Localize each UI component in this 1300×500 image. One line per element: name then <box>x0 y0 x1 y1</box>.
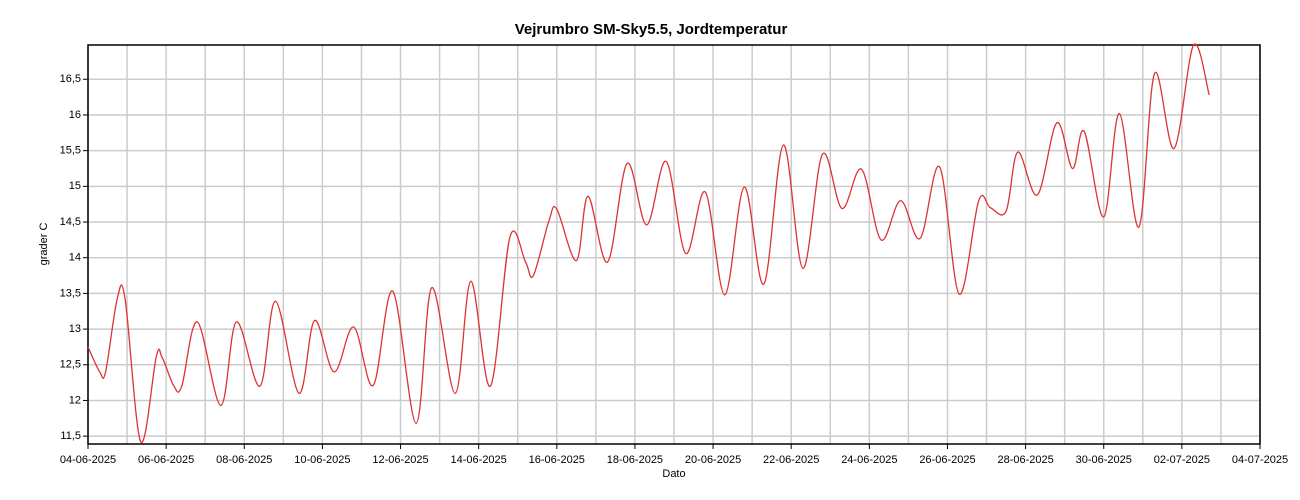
x-tick-label: 10-06-2025 <box>294 454 350 466</box>
y-tick-label: 12,5 <box>60 359 81 371</box>
plot-frame <box>87 44 1261 445</box>
x-tick-label: 04-06-2025 <box>60 454 116 466</box>
x-tick-label: 12-06-2025 <box>372 454 428 466</box>
x-tick-label: 06-06-2025 <box>138 454 194 466</box>
y-tick-label: 12 <box>69 394 81 406</box>
y-tick-label: 14 <box>69 252 81 264</box>
y-tick-label: 16,5 <box>60 73 81 85</box>
x-tick-label: 02-07-2025 <box>1154 454 1210 466</box>
x-tick-label: 24-06-2025 <box>841 454 897 466</box>
x-axis-label: Dato <box>662 468 685 480</box>
x-tick-label: 22-06-2025 <box>763 454 819 466</box>
x-tick-label: 08-06-2025 <box>216 454 272 466</box>
x-tick-label: 14-06-2025 <box>451 454 507 466</box>
y-tick-label: 15,5 <box>60 145 81 157</box>
data-line <box>87 43 1210 443</box>
y-axis-label: grader C <box>38 223 50 266</box>
y-tick-label: 11,5 <box>60 430 81 442</box>
y-tick-label: 13,5 <box>60 287 81 299</box>
y-tick-label: 13 <box>69 323 81 335</box>
y-tick-label: 14,5 <box>60 216 81 228</box>
x-tick-label: 16-06-2025 <box>529 454 585 466</box>
x-tick-label: 20-06-2025 <box>685 454 741 466</box>
chart-title: Vejrumbro SM-Sky5.5, Jordtemperatur <box>515 21 788 38</box>
x-tick-label: 30-06-2025 <box>1076 454 1132 466</box>
x-tick-label: 18-06-2025 <box>607 454 663 466</box>
x-tick-label: 04-07-2025 <box>1232 454 1288 466</box>
y-tick-label: 15 <box>69 180 81 192</box>
y-tick-label: 16 <box>69 109 81 121</box>
x-tick-label: 26-06-2025 <box>919 454 975 466</box>
x-tick-label: 28-06-2025 <box>997 454 1053 466</box>
